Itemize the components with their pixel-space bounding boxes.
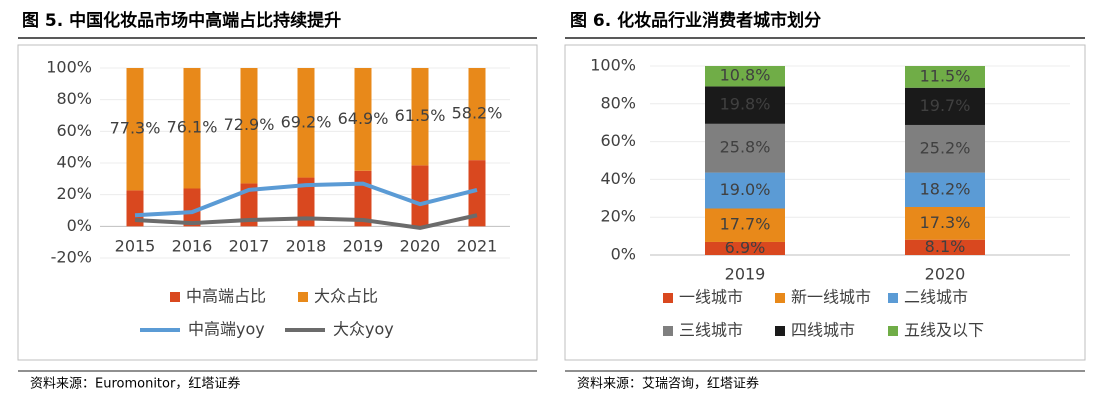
bar-segment bbox=[297, 177, 315, 227]
legend-swatch bbox=[663, 326, 673, 336]
x-tick-label: 2016 bbox=[172, 237, 213, 256]
legend-label: 三线城市 bbox=[679, 321, 743, 340]
data-label: 61.5% bbox=[395, 106, 446, 125]
data-label: 19.0% bbox=[720, 180, 771, 199]
bar-segment bbox=[240, 183, 258, 227]
legend-swatch bbox=[298, 292, 308, 302]
y-tick-label: 40% bbox=[56, 153, 92, 172]
legend-swatch bbox=[663, 293, 673, 303]
chart-frame bbox=[17, 44, 538, 361]
x-tick-label: 2021 bbox=[457, 237, 498, 256]
y-tick-label: 100% bbox=[46, 58, 92, 77]
y-tick-label: 80% bbox=[600, 93, 636, 112]
legend-label: 一线城市 bbox=[679, 288, 743, 307]
y-tick-label: 80% bbox=[56, 89, 92, 108]
figure-title: 图 5. 中国化妆品市场中高端占比持续提升 bbox=[22, 10, 341, 31]
chart-frame bbox=[564, 44, 1086, 361]
bar-segment bbox=[905, 239, 985, 255]
legend-swatch bbox=[775, 293, 785, 303]
bar-segment bbox=[705, 123, 785, 173]
y-tick-label: 60% bbox=[56, 121, 92, 140]
data-label: 19.8% bbox=[720, 95, 771, 114]
bar-segment bbox=[905, 87, 985, 125]
data-label: 72.9% bbox=[224, 115, 275, 134]
data-label: 17.3% bbox=[920, 213, 971, 232]
line-series bbox=[134, 213, 478, 230]
y-tick-label: -20% bbox=[51, 248, 92, 267]
bar-segment bbox=[411, 165, 429, 227]
legend-label: 五线及以下 bbox=[904, 321, 984, 340]
bar-segment bbox=[705, 86, 785, 124]
bar-segment bbox=[468, 68, 486, 161]
legend-label: 四线城市 bbox=[791, 321, 855, 340]
data-label: 8.1% bbox=[925, 237, 966, 256]
data-label: 58.2% bbox=[452, 104, 503, 123]
bar-segment bbox=[183, 188, 201, 227]
bar-segment bbox=[905, 66, 985, 88]
bar-segment bbox=[705, 172, 785, 209]
y-tick-label: 20% bbox=[600, 207, 636, 226]
y-tick-label: 0% bbox=[67, 216, 92, 235]
bar-segment bbox=[411, 68, 429, 166]
legend-label: 二线城市 bbox=[904, 288, 968, 307]
y-tick-label: 0% bbox=[611, 245, 636, 264]
bar-segment bbox=[905, 172, 985, 207]
bar-segment bbox=[905, 206, 985, 240]
y-tick-label: 100% bbox=[590, 56, 636, 75]
legend-swatch bbox=[170, 292, 180, 302]
data-label: 64.9% bbox=[338, 109, 389, 128]
bar-segment bbox=[705, 208, 785, 242]
data-label: 6.9% bbox=[725, 238, 766, 257]
legend-label: 大众占比 bbox=[314, 287, 378, 306]
bar-segment bbox=[126, 190, 144, 227]
data-label: 69.2% bbox=[281, 112, 332, 131]
line-series bbox=[134, 181, 478, 218]
legend-label: 中高端yoy bbox=[188, 320, 265, 339]
legend-swatch bbox=[888, 326, 898, 336]
data-label: 18.2% bbox=[920, 179, 971, 198]
bar-segment bbox=[468, 160, 486, 227]
data-label: 11.5% bbox=[920, 66, 971, 85]
legend-label: 中高端占比 bbox=[186, 287, 266, 306]
x-tick-label: 2020 bbox=[400, 237, 441, 256]
legend-label: 大众yoy bbox=[333, 320, 394, 339]
legend-label: 新一线城市 bbox=[791, 288, 871, 307]
x-tick-label: 2017 bbox=[229, 237, 270, 256]
bar-segment bbox=[705, 241, 785, 255]
bar-segment bbox=[183, 68, 201, 189]
x-tick-label: 2018 bbox=[286, 237, 327, 256]
source-note: 资料来源：Euromonitor，红塔证券 bbox=[30, 376, 240, 392]
data-label: 77.3% bbox=[110, 119, 161, 138]
x-tick-label: 2015 bbox=[115, 237, 156, 256]
data-label: 17.7% bbox=[720, 215, 771, 234]
data-label: 19.7% bbox=[920, 96, 971, 115]
legend-swatch bbox=[775, 326, 785, 336]
data-label: 10.8% bbox=[720, 66, 771, 85]
legend-swatch bbox=[888, 293, 898, 303]
x-tick-label: 2019 bbox=[725, 265, 766, 284]
data-label: 25.2% bbox=[920, 138, 971, 157]
source-note: 资料来源：艾瑞咨询，红塔证券 bbox=[577, 376, 759, 392]
y-tick-label: 40% bbox=[600, 169, 636, 188]
bar-segment bbox=[905, 124, 985, 173]
bar-segment bbox=[297, 68, 315, 178]
figure-title: 图 6. 化妆品行业消费者城市划分 bbox=[570, 10, 821, 31]
data-label: 76.1% bbox=[167, 118, 218, 137]
y-tick-label: 60% bbox=[600, 131, 636, 150]
y-tick-label: 20% bbox=[56, 184, 92, 203]
x-tick-label: 2020 bbox=[925, 265, 966, 284]
x-tick-label: 2019 bbox=[343, 237, 384, 256]
bar-segment bbox=[126, 68, 144, 191]
data-label: 25.8% bbox=[720, 138, 771, 157]
bar-segment bbox=[354, 68, 372, 171]
bar-segment bbox=[705, 66, 785, 87]
bar-segment bbox=[240, 68, 258, 184]
